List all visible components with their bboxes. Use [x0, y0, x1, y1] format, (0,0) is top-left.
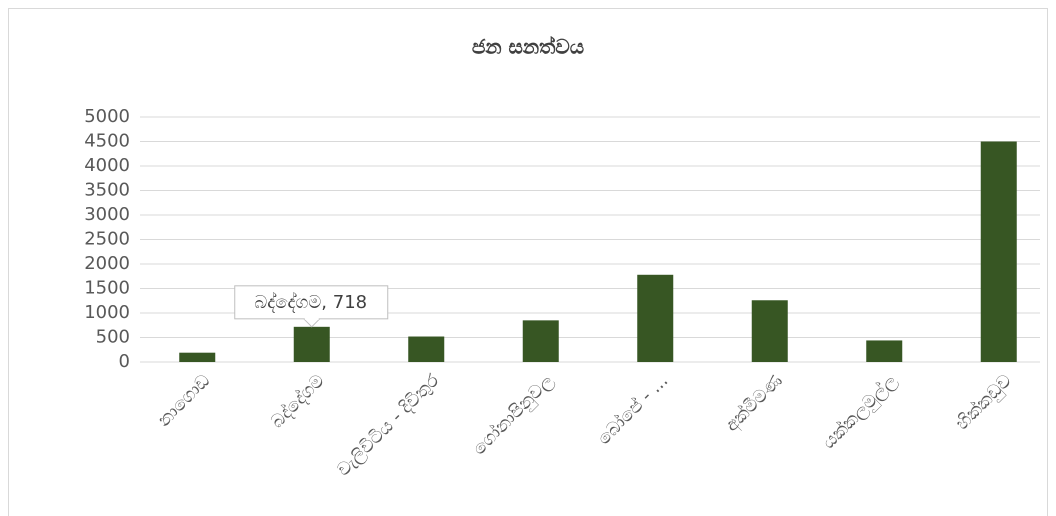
bar [179, 352, 216, 362]
y-tick-label: 4000 [84, 155, 130, 176]
y-tick-label: 0 [119, 351, 130, 372]
y-tick-label: 1000 [84, 302, 130, 323]
y-tick-label: 3500 [84, 180, 130, 201]
bar [751, 300, 788, 362]
y-tick-label: 2500 [84, 229, 130, 250]
bar [293, 326, 330, 362]
bar [408, 336, 445, 362]
y-tick-label: 500 [96, 327, 130, 348]
bar [866, 340, 903, 362]
y-tick-label: 2000 [84, 253, 130, 274]
data-label: බද්දේගම, 718 [254, 292, 367, 313]
bar [522, 320, 559, 362]
y-tick-label: 5000 [84, 106, 130, 127]
y-tick-label: 3000 [84, 204, 130, 225]
y-tick-label: 4500 [84, 131, 130, 152]
callout-box [234, 285, 389, 320]
callout-pointer [303, 318, 321, 328]
chart-border [8, 8, 1048, 516]
bar [980, 141, 1017, 362]
chart-title: ජන සනත්වය [472, 34, 584, 58]
y-tick-label: 1500 [84, 278, 130, 299]
bar [637, 274, 674, 362]
